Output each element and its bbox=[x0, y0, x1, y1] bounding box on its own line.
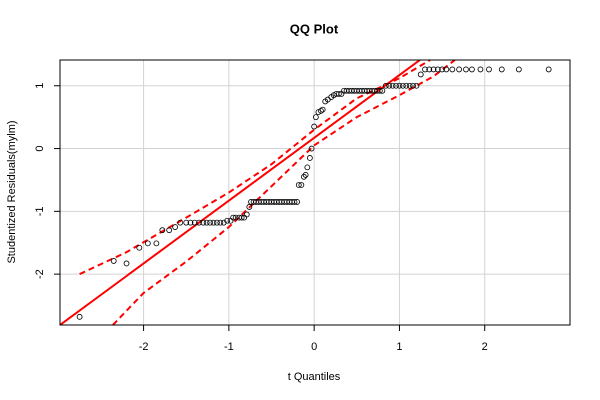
y-tick-label: -2 bbox=[34, 269, 46, 279]
data-point bbox=[298, 182, 305, 188]
data-point bbox=[439, 66, 445, 73]
data-point bbox=[449, 66, 456, 73]
data-point bbox=[214, 219, 220, 226]
x-tick-label: -2 bbox=[139, 341, 149, 353]
data-point bbox=[302, 172, 309, 178]
data-point bbox=[312, 114, 319, 121]
data-point bbox=[413, 82, 420, 89]
y-axis-label: Studentized Residuals(mylm) bbox=[6, 120, 18, 263]
data-point bbox=[295, 182, 302, 188]
data-point bbox=[399, 82, 406, 89]
data-point bbox=[291, 199, 298, 205]
data-point bbox=[210, 219, 217, 226]
data-point bbox=[144, 240, 151, 247]
data-point bbox=[306, 155, 313, 161]
data-point bbox=[434, 66, 441, 73]
data-point bbox=[396, 82, 403, 89]
data-point bbox=[417, 71, 424, 78]
confidence-band bbox=[112, 60, 456, 325]
data-point bbox=[304, 164, 311, 171]
data-point bbox=[191, 219, 198, 226]
data-point bbox=[200, 219, 207, 226]
data-point bbox=[159, 227, 166, 234]
data-point bbox=[430, 66, 437, 73]
y-tick-label: 0 bbox=[34, 145, 46, 151]
x-tick-label: 2 bbox=[482, 341, 488, 353]
data-point bbox=[177, 219, 184, 226]
data-point bbox=[389, 82, 396, 89]
data-point bbox=[136, 244, 143, 251]
data-point bbox=[515, 66, 522, 73]
x-axis-label: t Quantiles bbox=[288, 371, 341, 383]
data-point bbox=[238, 214, 245, 221]
data-point bbox=[406, 82, 413, 89]
data-point bbox=[386, 82, 393, 89]
x-tick-label: 0 bbox=[311, 341, 317, 353]
data-point bbox=[486, 66, 492, 73]
data-point bbox=[308, 145, 315, 152]
data-point bbox=[76, 313, 83, 320]
data-point bbox=[469, 66, 475, 73]
data-point bbox=[311, 123, 318, 130]
reference-line bbox=[60, 60, 421, 325]
data-point bbox=[545, 66, 552, 73]
data-point bbox=[376, 87, 383, 94]
data-point bbox=[393, 82, 399, 89]
chart-title: QQ Plot bbox=[290, 21, 339, 36]
data-point bbox=[220, 219, 227, 226]
data-point bbox=[477, 66, 484, 73]
data-point bbox=[443, 66, 450, 73]
data-point bbox=[335, 91, 342, 97]
x-tick-label: 1 bbox=[396, 341, 402, 353]
data-point bbox=[232, 214, 239, 221]
data-point bbox=[207, 219, 214, 226]
data-point bbox=[410, 82, 416, 89]
data-point bbox=[403, 82, 410, 89]
data-point bbox=[318, 107, 324, 114]
data-point bbox=[319, 106, 326, 113]
data-point bbox=[379, 87, 386, 94]
data-point bbox=[196, 219, 202, 226]
y-tick-label: -1 bbox=[34, 206, 46, 216]
x-tick-label: -1 bbox=[224, 341, 234, 353]
data-point bbox=[203, 219, 210, 226]
data-point bbox=[224, 217, 231, 224]
data-point bbox=[294, 199, 300, 205]
data-point bbox=[456, 66, 463, 73]
data-point bbox=[498, 66, 505, 73]
data-point bbox=[110, 258, 117, 264]
data-point bbox=[183, 219, 190, 226]
data-point bbox=[172, 224, 179, 230]
data-point bbox=[301, 173, 307, 180]
data-point bbox=[243, 211, 250, 218]
data-point bbox=[422, 66, 428, 73]
data-point bbox=[166, 227, 173, 234]
data-point bbox=[123, 260, 130, 267]
data-point bbox=[153, 240, 160, 247]
data-point bbox=[463, 66, 469, 73]
data-point bbox=[382, 82, 389, 89]
confidence-band bbox=[79, 60, 431, 276]
data-point bbox=[187, 219, 194, 226]
data-point bbox=[217, 219, 224, 226]
data-point bbox=[246, 204, 253, 210]
data-point bbox=[426, 66, 433, 73]
data-point bbox=[230, 214, 237, 221]
y-tick-label: 1 bbox=[34, 83, 46, 89]
plot-frame bbox=[59, 59, 571, 326]
